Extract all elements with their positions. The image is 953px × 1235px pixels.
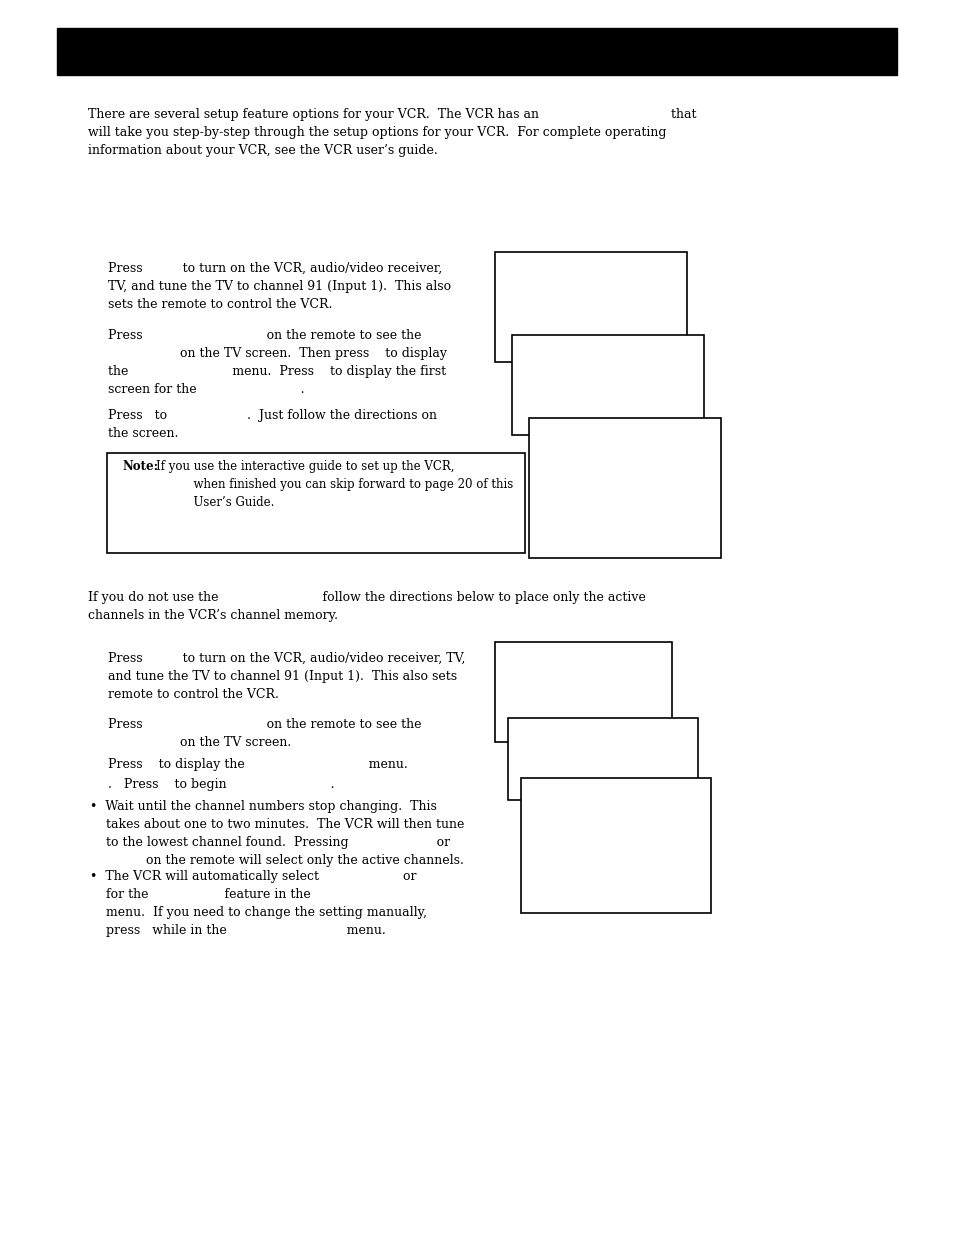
Bar [495,642,671,742]
Text: Press          to turn on the VCR, audio/video receiver, TV,
and tune the TV to : Press to turn on the VCR, audio/video re… [108,652,465,701]
Bar [520,778,710,913]
Bar [107,453,524,553]
Text: .   Press    to begin                          .: . Press to begin . [108,778,335,790]
Text: Press   to                    .  Just follow the directions on
the screen.: Press to . Just follow the directions on… [108,409,436,440]
Text: If you use the interactive guide to set up the VCR,
          when finished you : If you use the interactive guide to set … [156,459,513,509]
Bar [512,335,703,435]
Text: Press    to display the                               menu.: Press to display the menu. [108,758,407,771]
Text: There are several setup feature options for your VCR.  The VCR has an           : There are several setup feature options … [88,107,696,157]
Text: •  Wait until the channel numbers stop changing.  This
    takes about one to tw: • Wait until the channel numbers stop ch… [90,800,464,867]
Text: Press                               on the remote to see the
                  o: Press on the remote to see the o [108,329,447,396]
Bar [507,718,698,800]
Text: Press          to turn on the VCR, audio/video receiver,
TV, and tune the TV to : Press to turn on the VCR, audio/video re… [108,262,451,311]
Text: Note:: Note: [122,459,158,473]
Text: •  The VCR will automatically select                     or
    for the         : • The VCR will automatically select or f… [90,869,427,937]
Text: Press                               on the remote to see the
                  o: Press on the remote to see the o [108,718,421,748]
Bar [57,28,896,75]
Bar [529,417,720,558]
Bar [495,252,686,362]
Text: If you do not use the                          follow the directions below to pl: If you do not use the follow the directi… [88,592,645,622]
